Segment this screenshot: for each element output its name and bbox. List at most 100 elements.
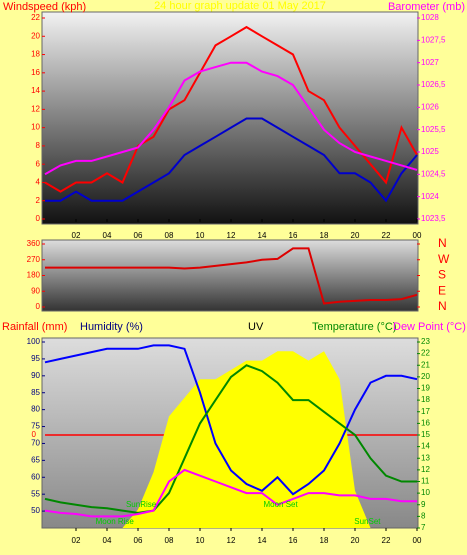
tick-label: 0 [36, 302, 41, 311]
tick-label: 12 [31, 104, 40, 113]
rain-axis-label: Rainfall (mm) [2, 321, 67, 333]
tick-label: 20 [421, 372, 430, 381]
series-line [44, 61, 418, 176]
tick-label: 13 [421, 453, 430, 462]
annotation: Moon Rise [96, 517, 135, 526]
tick-label: 7 [421, 523, 426, 532]
tick-label: 14 [421, 442, 430, 451]
tick-label: 19 [421, 384, 430, 393]
tick-label: 2 [36, 196, 41, 205]
x-tick-label: 14 [258, 231, 267, 240]
tick-label: 180 [27, 271, 41, 280]
tick-label: 18 [31, 50, 40, 59]
x-tick-label: 14 [258, 536, 267, 545]
tick-label: 50 [31, 506, 40, 515]
uv-area [45, 351, 417, 528]
tick-label: E [438, 283, 446, 297]
tick-label: 85 [31, 388, 40, 397]
x-tick-label: 20 [351, 231, 360, 240]
x-tick-label: 04 [103, 231, 112, 240]
tick-label: 1024 [421, 192, 439, 201]
tick-label: 10 [31, 123, 40, 132]
tick-label: 21 [421, 360, 430, 369]
tick-label: 270 [27, 255, 41, 264]
tick-label: 360 [27, 239, 41, 248]
tick-label: 1025 [421, 147, 439, 156]
tick-label: 80 [31, 405, 40, 414]
series-line [44, 468, 417, 518]
legend-entry: Humidity (%) [80, 321, 143, 333]
series-line [44, 344, 418, 496]
x-tick-label: 02 [72, 231, 81, 240]
tick-label: 9 [421, 500, 426, 509]
y-axis-label: Windspeed (kph) [3, 1, 86, 13]
x-tick-label: 18 [320, 536, 329, 545]
series-line [45, 117, 418, 203]
tick-label: 0 [32, 430, 37, 439]
tick-label: 16 [31, 68, 40, 77]
tick-label: N [438, 236, 447, 250]
x-tick-label: 00 [413, 536, 422, 545]
x-tick-label: 10 [196, 231, 205, 240]
y2-axis-label: Barometer (mb) [388, 1, 465, 13]
tick-label: 17 [421, 407, 430, 416]
tick-label: 90 [31, 371, 40, 380]
tick-label: 1028 [421, 13, 439, 22]
x-tick-label: 20 [351, 536, 360, 545]
x-tick-label: 00 [413, 231, 422, 240]
tick-label: 1027,5 [421, 35, 446, 44]
plot-area [41, 11, 419, 225]
tick-label: 1026,5 [421, 80, 446, 89]
tick-label: 6 [36, 159, 41, 168]
legend-entry: UV [248, 321, 264, 333]
tick-label: 11 [421, 477, 430, 486]
tick-label: 16 [421, 418, 430, 427]
legend-entry: Dew Point (°C) [393, 321, 466, 333]
x-tick-label: 12 [227, 536, 236, 545]
tick-label: 100 [27, 337, 41, 346]
tick-label: 65 [31, 455, 40, 464]
series-line [44, 364, 417, 514]
tick-label: 70 [31, 439, 40, 448]
annotation: SunRise [126, 500, 157, 509]
tick-label: 1027 [421, 58, 439, 67]
tick-label: W [438, 252, 450, 266]
x-tick-label: 06 [134, 231, 143, 240]
tick-label: 23 [421, 337, 430, 346]
tick-label: 15 [421, 430, 430, 439]
tick-label: S [438, 268, 446, 282]
x-tick-label: 22 [382, 231, 391, 240]
tick-label: 8 [421, 511, 426, 520]
tick-label: 14 [31, 86, 40, 95]
tick-label: 4 [36, 178, 41, 187]
x-tick-label: 12 [227, 231, 236, 240]
tick-label: 1024,5 [421, 169, 446, 178]
tick-label: 10 [421, 488, 430, 497]
x-tick-label: 16 [289, 231, 298, 240]
tick-label: 1025,5 [421, 125, 446, 134]
annotation: Moon Set [263, 500, 298, 509]
tick-label: 75 [31, 422, 40, 431]
tick-label: 1023,5 [421, 214, 446, 223]
chart-title: 24 hour graph update 01 May 2017 [154, 0, 326, 12]
tick-label: 95 [31, 354, 40, 363]
tick-label: 18 [421, 395, 430, 404]
series-line [45, 247, 418, 305]
tick-label: 22 [31, 13, 40, 22]
legend-entry: Temperature (°C) [312, 321, 396, 333]
tick-label: 8 [36, 141, 41, 150]
x-tick-label: 22 [382, 536, 391, 545]
x-tick-label: 18 [320, 231, 329, 240]
annotation: SunSet [354, 517, 381, 526]
tick-label: 55 [31, 489, 40, 498]
series-line [44, 25, 418, 193]
tick-label: 12 [421, 465, 430, 474]
tick-label: N [438, 299, 447, 313]
tick-label: 1026 [421, 102, 439, 111]
tick-label: 60 [31, 472, 40, 481]
x-tick-label: 16 [289, 536, 298, 545]
plot-area [41, 239, 419, 312]
tick-label: 22 [421, 349, 430, 358]
x-tick-label: 02 [72, 536, 81, 545]
